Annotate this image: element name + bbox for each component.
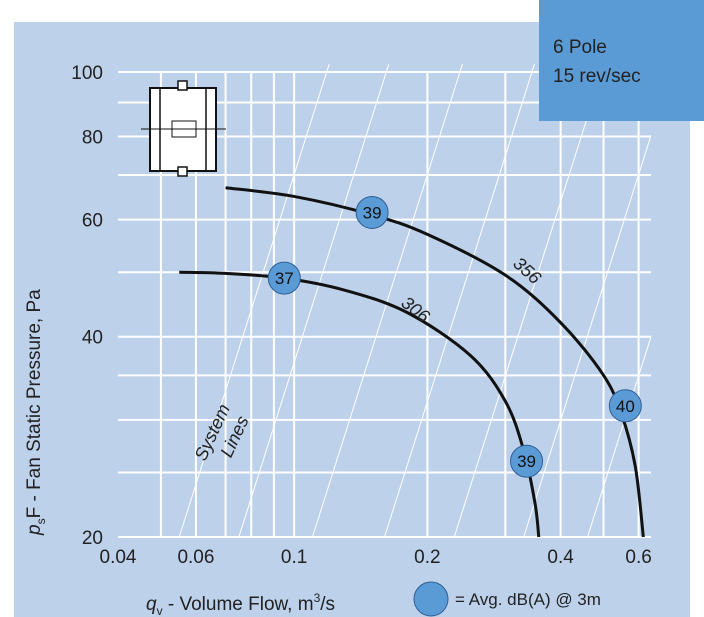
x-axis-label-sup: 3 bbox=[314, 591, 321, 605]
x-tick-label-2: 0.1 bbox=[281, 547, 307, 568]
x-axis-label-rest: - Volume Flow, m bbox=[163, 594, 314, 615]
fan-unit-icon bbox=[141, 80, 226, 177]
x-axis-label: qv - Volume Flow, m3/s bbox=[146, 591, 335, 617]
system-line-6 bbox=[587, 335, 651, 537]
y-tick-label-0: 20 bbox=[82, 528, 103, 549]
tick-labels: 20 40 60 80 100 0.04 0.06 0.1 0.2 0.4 0.6 bbox=[71, 63, 652, 568]
system-line-5 bbox=[523, 133, 651, 537]
chart-background bbox=[14, 22, 690, 617]
info-box bbox=[539, 0, 704, 121]
db-bubble-0 bbox=[355, 195, 389, 229]
y-tick-label-2: 60 bbox=[82, 211, 103, 232]
system-line-1 bbox=[238, 64, 390, 537]
x-tick-label-0: 0.04 bbox=[100, 547, 137, 568]
y-axis-label-sub: s bbox=[34, 518, 48, 524]
y-axis-label-rest: F - Fan Static Pressure, Pa bbox=[24, 289, 45, 519]
grid bbox=[118, 71, 651, 538]
db-bubble-3 bbox=[510, 444, 544, 478]
x-tick-label-4: 0.4 bbox=[547, 547, 574, 568]
y-axis-label-main: p bbox=[24, 524, 45, 536]
system-lines bbox=[178, 64, 651, 537]
db-bubble-1 bbox=[267, 261, 301, 295]
y-tick-label-3: 80 bbox=[82, 127, 103, 148]
y-tick-label-1: 40 bbox=[82, 328, 103, 349]
y-axis-label: psF - Fan Static Pressure, Pa bbox=[24, 289, 48, 536]
series-line-356 bbox=[225, 186, 645, 538]
bubbles: 39 37 40 39 bbox=[267, 195, 642, 478]
info-box-line1: 6 Pole bbox=[553, 37, 607, 58]
x-axis-label-main: q bbox=[146, 594, 157, 615]
system-line-3 bbox=[384, 64, 535, 537]
db-bubble-label-2: 40 bbox=[616, 397, 635, 416]
db-bubble-label-3: 39 bbox=[517, 452, 536, 471]
x-tick-label-5: 0.6 bbox=[625, 547, 651, 568]
db-bubble-label-0: 39 bbox=[363, 203, 382, 222]
info-box-line2: 15 rev/sec bbox=[553, 66, 641, 87]
system-line-4 bbox=[453, 64, 605, 537]
legend-text: = Avg. dB(A) @ 3m bbox=[455, 590, 601, 609]
x-axis-label-end: /s bbox=[320, 594, 335, 615]
x-tick-label-3: 0.2 bbox=[414, 547, 440, 568]
system-line-2 bbox=[311, 64, 463, 537]
x-axis-label-sub: v bbox=[157, 604, 163, 617]
x-tick-label-1: 0.06 bbox=[177, 547, 214, 568]
system-line-0 bbox=[178, 64, 330, 537]
db-bubble-label-1: 37 bbox=[275, 269, 294, 288]
y-tick-label-4: 100 bbox=[71, 63, 103, 84]
legend-bubble bbox=[413, 581, 449, 617]
db-bubble-2 bbox=[608, 389, 642, 423]
